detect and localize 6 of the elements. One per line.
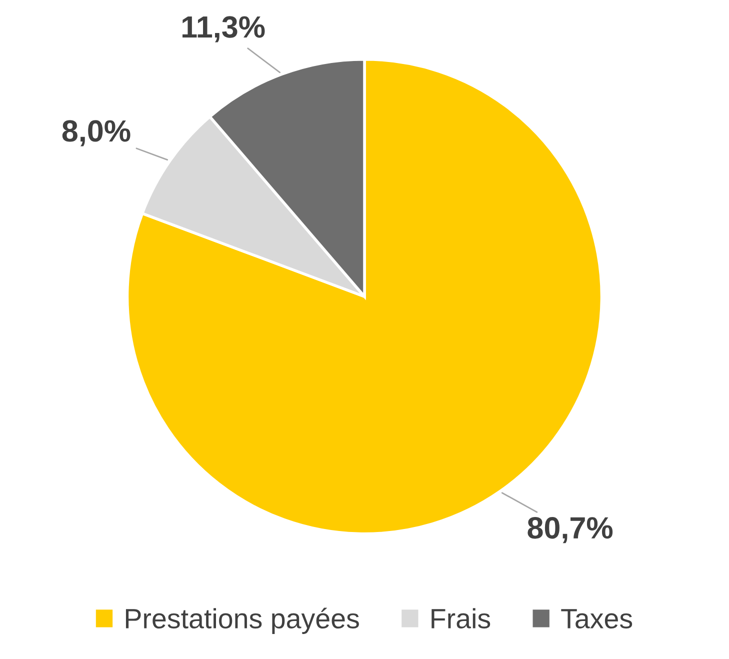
data-label: 11,3% <box>182 16 265 42</box>
legend-label: Taxes <box>561 609 632 629</box>
legend-label: Prestations payées <box>126 608 359 634</box>
legend-label: Frais <box>432 608 490 629</box>
data-label: 8,0% <box>62 120 130 146</box>
data-label: 80,7% <box>528 517 613 544</box>
